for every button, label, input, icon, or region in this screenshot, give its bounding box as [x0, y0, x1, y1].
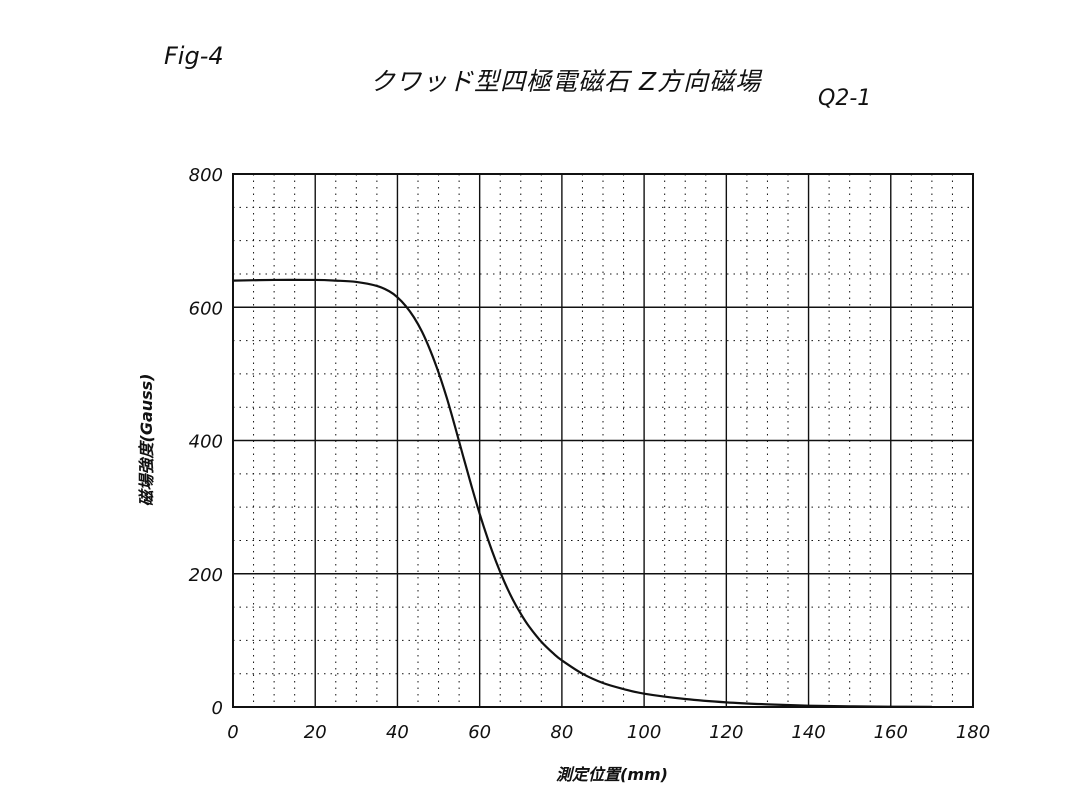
series-line: [232, 278, 932, 708]
x-tick-label: 180: [956, 722, 990, 743]
x-axis-title: 測定位置(mm): [556, 765, 668, 784]
x-tick-label: 20: [304, 722, 327, 743]
x-tick-label: 40: [386, 722, 409, 743]
x-tick-label: 0: [227, 722, 238, 743]
y-tick-label: 0: [212, 698, 223, 719]
x-tick-label: 140: [791, 722, 825, 743]
y-tick-label: 400: [189, 432, 223, 453]
x-tick-label: 100: [627, 722, 661, 743]
y-axis-title: 磁場強度(Gauss): [137, 374, 156, 507]
y-tick-labels: 0 200 400 600 800: [189, 165, 223, 719]
figure-label: Fig-4: [164, 42, 224, 70]
x-tick-label: 80: [550, 722, 573, 743]
x-tick-labels: 0 20 40 60 80 100 120 140 160 180: [227, 722, 990, 743]
y-tick-label: 200: [189, 565, 223, 586]
y-tick-label: 800: [189, 165, 223, 186]
plot-frame: [232, 173, 974, 708]
x-tick-label: 120: [709, 722, 743, 743]
y-tick-label: 600: [189, 298, 223, 319]
figure-code: Q2-1: [818, 86, 872, 111]
chart-title: クワッド型四極電磁石 Z方向磁場: [370, 67, 762, 96]
major-grid: [233, 174, 973, 707]
x-tick-label: 60: [468, 722, 491, 743]
x-tick-label: 160: [874, 722, 908, 743]
